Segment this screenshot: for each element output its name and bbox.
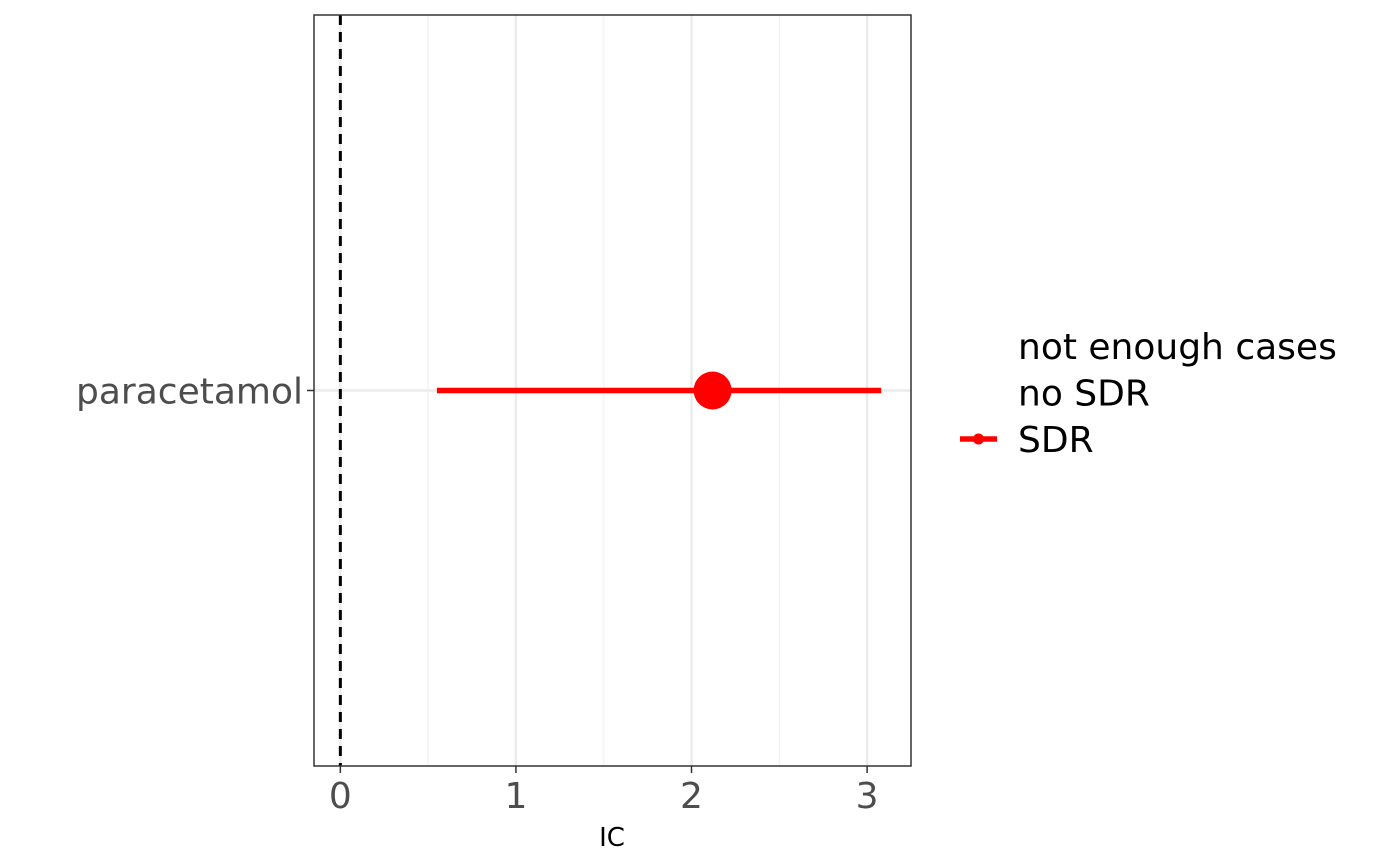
legend-label: not enough cases <box>1018 327 1337 368</box>
legend-label: SDR <box>1018 420 1094 461</box>
x-tick-label: 2 <box>680 776 703 817</box>
x-tick-label: 3 <box>856 776 879 817</box>
x-tick-label: 1 <box>504 776 527 817</box>
y-tick-label: paracetamol <box>76 372 303 413</box>
legend-label: no SDR <box>1018 374 1150 415</box>
x-tick-label: 0 <box>329 776 352 817</box>
x-axis: 0 1 2 3 <box>329 766 879 817</box>
point-estimate-paracetamol <box>693 371 732 410</box>
x-axis-title: IC <box>599 823 625 853</box>
legend: not enough cases no SDR SDR <box>960 327 1337 461</box>
y-axis: paracetamol <box>76 372 314 413</box>
data-marks <box>436 371 882 410</box>
legend-key-point <box>973 433 984 445</box>
